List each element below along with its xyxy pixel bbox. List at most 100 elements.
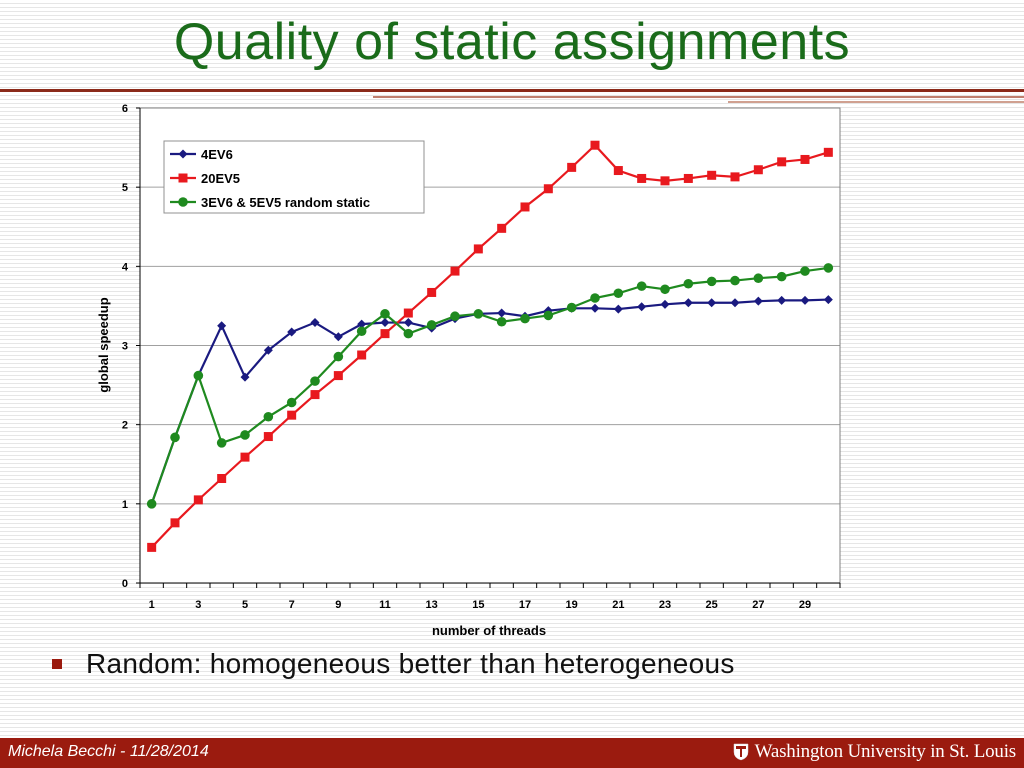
slide-title: Quality of static assignments [173,13,851,71]
title-underline-accent [373,96,1024,98]
data-point-square [310,390,320,400]
legend-item: 4EV6 [170,147,233,162]
data-point-square [333,371,343,381]
data-point-square [217,474,227,483]
data-point-diamond [240,372,250,382]
x-tick-label: 27 [752,599,764,611]
data-point-circle [310,376,320,386]
data-point-diamond [613,304,623,314]
data-point-circle [683,278,694,289]
data-point-square [147,542,157,552]
y-tick-label: 3 [122,341,128,353]
data-point-square [823,147,833,157]
data-point-square [170,518,180,528]
data-point-circle [333,351,344,362]
data-point-circle [193,370,204,381]
y-tick-label: 4 [122,261,129,273]
data-point-circle [286,397,297,408]
data-point-diamond [263,345,273,355]
data-point-circle [356,326,367,337]
footer-bar: Michela Becchi - 11/28/2014 Washington U… [0,738,1024,768]
data-point-square [707,170,717,180]
data-point-diamond [497,308,507,318]
x-tick-label: 17 [519,599,531,611]
data-point-square [660,176,670,186]
data-point-square [497,223,507,233]
title-underline [0,89,1024,92]
data-point-diamond [753,296,763,306]
data-point-circle [426,320,437,330]
data-point-square [473,244,483,254]
data-point-diamond [217,321,227,331]
data-point-circle [660,284,670,295]
data-point-square [193,495,203,505]
x-tick-label: 21 [612,599,624,611]
footer-author: Michela Becchi - 11/28/2014 [8,743,209,760]
data-point-circle [823,263,834,273]
data-point-diamond [178,149,188,159]
chart-series [146,140,834,552]
data-point-circle [753,273,764,284]
data-point-circle [496,316,507,327]
data-point-circle [613,288,624,299]
data-point-square [543,184,553,194]
data-point-square [427,287,437,297]
bullet-marker [52,659,62,669]
data-point-circle [380,309,390,319]
x-axis-title: number of threads [432,623,546,638]
data-point-circle [450,311,460,322]
data-point-square [287,410,297,420]
data-point-circle [473,309,484,319]
legend-label: 3EV6 & 5EV5 random static [201,195,370,210]
x-tick-label: 1 [149,599,155,611]
data-point-diamond [287,327,297,337]
data-point-circle [263,411,274,422]
y-tick-label: 2 [122,420,128,432]
x-tick-label: 5 [242,599,248,611]
data-point-circle [520,313,530,324]
data-point-diamond [403,318,413,328]
bullet-item: Random: homogeneous better than heteroge… [52,648,735,680]
data-point-square [357,350,367,360]
data-point-square [800,154,810,164]
bullet-text: Random: homogeneous better than heteroge… [86,648,735,679]
data-point-square [683,173,693,183]
data-point-square [590,140,600,150]
data-point-circle [170,432,180,443]
data-point-square [403,308,413,318]
legend-box [163,140,425,214]
data-point-square [178,173,188,183]
data-point-circle [178,197,188,207]
data-point-square [730,172,740,182]
data-point-square [380,329,390,339]
y-tick-label: 6 [122,103,128,115]
data-point-diamond [660,299,670,309]
data-point-square [777,157,787,167]
data-point-circle [706,276,717,287]
data-point-square [613,166,623,176]
data-point-square [520,202,530,212]
data-point-square [753,165,763,175]
data-point-square [450,266,460,276]
data-point-diamond [310,318,320,328]
data-point-circle [216,438,227,448]
y-tick-label: 1 [122,499,128,511]
x-tick-label: 7 [289,599,295,611]
data-point-square [263,432,273,442]
data-point-square [637,173,647,183]
data-point-square [240,452,250,462]
x-tick-label: 13 [426,599,438,611]
y-tick-label: 0 [122,578,128,590]
title-underline-accent-2 [728,101,1024,103]
data-point-diamond [707,298,717,308]
series-2 [147,140,833,552]
data-point-diamond [777,295,787,305]
data-point-diamond [637,302,647,312]
data-point-square [567,162,577,172]
legend-label: 4EV6 [201,147,233,162]
data-point-diamond [380,318,390,328]
y-axis-title: global speedup [96,297,111,392]
data-point-diamond [730,298,740,308]
